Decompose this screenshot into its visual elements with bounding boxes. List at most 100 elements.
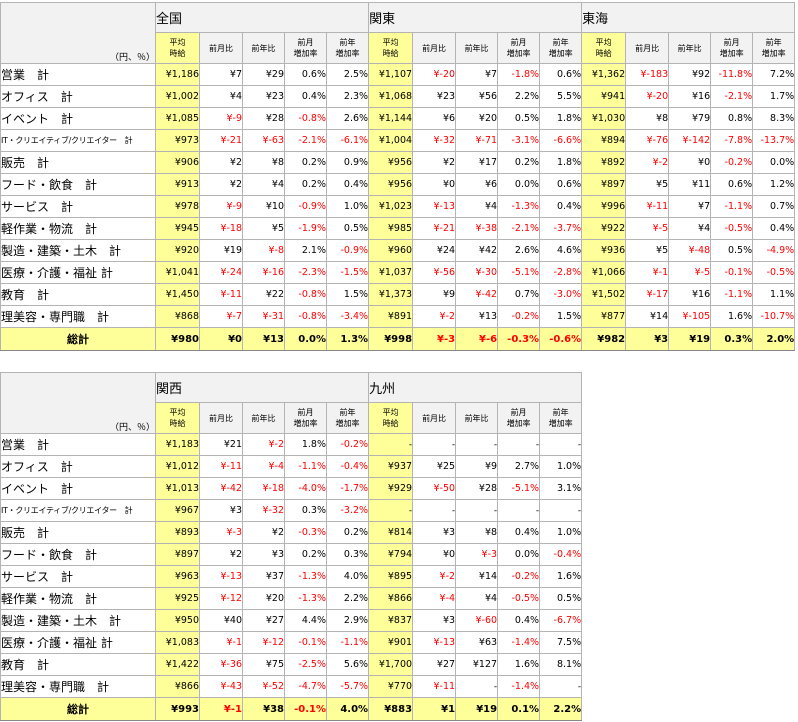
category-label: 製造・建築・土木 計 [0,609,156,632]
data-cell: ¥956 [368,173,414,196]
column-header-row: 平均 時給 前月比 前年比 前月 増加率 前年 増加率 平均 時給 前月比 前年比 前月 増加率… [1,32,796,64]
data-cell: 2.9% [325,609,370,632]
table-row: IT・クリエイティブ/クリエイター 計 ¥973 ¥-21 ¥-63 -2.1% -6.1… [0,129,796,152]
data-cell: -0.5% [497,587,541,610]
data-cell: ¥6 [412,107,457,130]
total-cell: ¥19 [455,697,499,721]
data-cell: ¥-7 [199,305,243,328]
data-cell: ¥3 [412,521,457,544]
data-cell: 1.2% [752,173,796,196]
data-cell: ¥1,004 [368,129,414,152]
data-cell: ¥92 [668,63,712,86]
data-cell: -1.1% [325,631,370,654]
data-cell: -0.8% [284,305,327,328]
data-cell: ¥127 [455,653,499,676]
data-cell: - [412,433,457,456]
data-cell: -3.2% [325,499,370,522]
data-cell: ¥-5 [668,261,712,284]
table-row: サービス 計 ¥978 ¥-9 ¥10 -0.9% 1.0% ¥1,023 ¥-13 ¥4 -1.… [0,195,796,218]
data-cell: ¥1,144 [368,107,414,130]
column-header: 平均 時給 [368,32,414,64]
data-cell: ¥2 [199,151,243,174]
region-header-row: （円、％） 全国 関東 東海 [0,2,796,64]
data-cell: ¥0 [412,173,457,196]
column-header-row: 平均 時給 前月比 前年比 前月 増加率 前年 増加率 平均 時給 前月比 前年比 前月 増加率… [1,402,583,434]
category-label: サービス 計 [0,195,156,218]
total-row: 総計 ¥993 ¥-1 ¥38 -0.1% 4.0% ¥883 ¥1 ¥19 0.1% 2.2% [0,697,583,721]
data-cell: ¥2 [199,173,243,196]
data-cell: -1.3% [284,565,327,588]
category-label: IT・クリエイティブ/クリエイター 計 [0,499,156,522]
data-cell: ¥814 [368,521,414,544]
data-cell: 0.4% [325,173,370,196]
data-cell: ¥2 [242,521,285,544]
data-cell: ¥37 [242,565,285,588]
data-cell: 4.4% [284,609,327,632]
data-cell: ¥-21 [412,217,457,240]
data-cell: -2.8% [539,261,583,284]
total-cell: ¥-3 [412,327,457,351]
data-cell: 0.2% [284,543,327,566]
data-cell: ¥1,012 [155,455,200,478]
data-cell: ¥4 [455,195,499,218]
data-cell: ¥868 [155,305,200,328]
data-cell: 4.0% [325,565,370,588]
data-cell: ¥1,085 [155,107,200,130]
column-header: 前年比 [242,32,285,64]
data-cell: ¥920 [155,239,200,262]
category-label: イベント 計 [0,107,156,130]
data-cell: -1.8% [497,63,541,86]
data-cell: ¥-31 [242,305,285,328]
total-cell: ¥-6 [455,327,499,351]
data-cell: ¥-71 [455,129,499,152]
table-row: フード・飲食 計 ¥897 ¥2 ¥3 0.2% 0.3% ¥794 ¥0 ¥-3 0.0% -0.… [0,543,583,566]
column-header: 前年 増加率 [325,402,370,434]
total-row: 総計 ¥980 ¥0 ¥13 0.0% 1.3% ¥998 ¥-3 ¥-6 -0.3% -0.6% ¥… [0,327,796,351]
data-cell: ¥-1 [625,261,670,284]
data-cell: ¥6 [455,173,499,196]
data-cell: ¥-32 [242,499,285,522]
data-cell: -1.1% [284,455,327,478]
data-cell: ¥950 [155,609,200,632]
data-cell: -13.7% [752,129,796,152]
data-cell: ¥29 [242,63,285,86]
data-cell: ¥0 [668,151,712,174]
table-row: 営業 計 ¥1,186 ¥7 ¥29 0.6% 2.5% ¥1,107 ¥-20 ¥7 -1.8%… [0,63,796,86]
data-cell: ¥-4 [412,587,457,610]
data-cell: ¥891 [368,305,414,328]
data-cell: ¥1,030 [581,107,627,130]
data-cell: ¥-42 [455,283,499,306]
data-cell: ¥14 [455,565,499,588]
data-cell: - [412,499,457,522]
data-cell: 0.3% [325,543,370,566]
region-name: 全国 [154,2,370,33]
data-cell: ¥937 [368,455,414,478]
category-label: 営業 計 [0,63,156,86]
category-label: フード・飲食 計 [0,173,156,196]
data-cell: 0.5% [710,239,754,262]
data-cell: ¥892 [581,151,627,174]
data-cell: ¥4 [242,173,285,196]
data-cell: -4.0% [284,477,327,500]
category-label: フード・飲食 計 [0,543,156,566]
column-header: 前月 増加率 [497,402,541,434]
total-cell: 4.0% [325,697,370,721]
data-cell: ¥-21 [199,129,243,152]
data-cell: ¥79 [668,107,712,130]
data-cell: 0.0% [497,543,541,566]
column-header: 平均 時給 [155,32,200,64]
data-cell: 2.3% [325,85,370,108]
data-cell: ¥40 [199,609,243,632]
category-label: 医療・介護・福祉 計 [0,631,156,654]
data-cell: 0.2% [284,173,327,196]
table-row: 理美容・専門職 計 ¥866 ¥-43 ¥-52 -4.7% -5.7% ¥770 ¥-11-… [0,675,583,698]
data-cell: -7.8% [710,129,754,152]
data-cell: ¥-36 [199,653,243,676]
total-cell: 2.0% [752,327,796,351]
data-cell: ¥941 [581,85,627,108]
column-header: 平均 時給 [155,402,200,434]
data-cell: ¥-17 [625,283,670,306]
table-row: IT・クリエイティブ/クリエイター 計 ¥967 ¥3 ¥-32 0.3% -3.2% - -… [0,499,583,522]
data-cell: - [455,675,499,698]
data-cell: ¥1,037 [368,261,414,284]
